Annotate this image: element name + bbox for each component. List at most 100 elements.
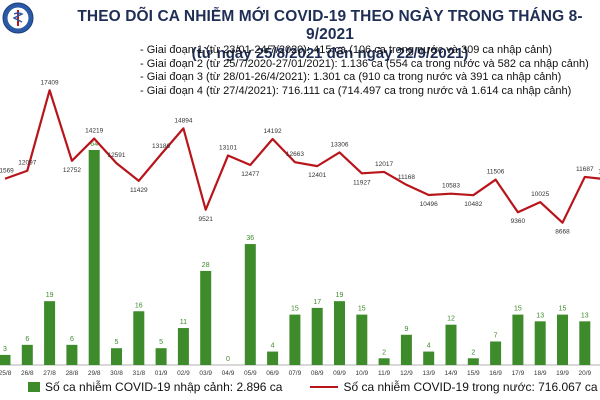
- legend-line-swatch: [310, 386, 339, 388]
- phase-note-2: - Giai đoạn 2 (từ 25/7/2020-27/01/2021):…: [140, 57, 589, 70]
- bar-05/9: [244, 244, 256, 365]
- phase-note-4: - Giai đoạn 4 (từ 27/4/2021): 716.111 ca…: [140, 84, 572, 97]
- x-tick-label: 04/9: [222, 370, 235, 377]
- legend-bar-swatch: [28, 382, 40, 392]
- line-value-label: 11429: [130, 187, 148, 194]
- bar-value-label: 15: [559, 306, 567, 313]
- bar-03/9: [200, 270, 212, 365]
- x-tick-label: 03/9: [199, 370, 212, 377]
- line-value-label: 10496: [420, 201, 438, 208]
- phase-note-1: - Giai đoạn 1 (từ 23/01-24/7/2020): 415 …: [140, 44, 553, 56]
- x-tick-label: 13/9: [422, 370, 435, 377]
- line-value-label: 11687: [576, 166, 594, 173]
- line-value-label: 17409: [41, 79, 59, 86]
- bar-value-label: 5: [115, 339, 119, 346]
- bar-25/8: [0, 354, 11, 365]
- bar-26/8: [21, 344, 33, 365]
- bar-value-label: 13: [536, 312, 544, 319]
- line-value-label: 9360: [511, 218, 526, 225]
- x-tick-label: 01/9: [155, 370, 168, 377]
- title-block: THEO DÕI CA NHIỄM MỚI COVID-19 THEO NGÀY…: [60, 8, 600, 62]
- line-value-label: 11168: [398, 174, 415, 181]
- line-value-label: 12017: [375, 161, 393, 168]
- line-value-label: 10482: [464, 201, 482, 208]
- chart-subtitle: (từ ngày 25/8/2021 đến ngày 22/9/2021): [191, 45, 469, 62]
- bar-12/9: [400, 334, 412, 365]
- phase-notes: - Giai đoạn 1 (từ 23/01-24/7/2020): 415 …: [140, 44, 589, 98]
- bar-11/9: [378, 358, 390, 365]
- x-tick-label: 08/9: [311, 370, 324, 377]
- x-tick-label: 15/9: [467, 370, 480, 377]
- bar-13/9: [423, 351, 435, 365]
- bar-value-label: 15: [291, 306, 299, 313]
- bar-value-label: 12: [447, 316, 455, 323]
- bar-value-label: 19: [46, 292, 54, 299]
- chart-title: THEO DÕI CA NHIỄM MỚI COVID-19 THEO NGÀY…: [77, 8, 583, 43]
- bar-value-label: 11: [180, 319, 187, 326]
- bar-value-label: 6: [25, 336, 29, 343]
- bar-06/9: [267, 351, 279, 365]
- x-tick-label: 10/9: [355, 370, 368, 377]
- x-tick-label: 26/8: [21, 370, 34, 377]
- x-tick-label: 11/9: [378, 370, 391, 377]
- phase-note-3: - Giai đoạn 3 (từ 28/01-26/4/2021): 1.30…: [140, 71, 562, 84]
- x-tick-label: 27/8: [43, 370, 56, 377]
- bar-value-label: 64: [90, 141, 98, 148]
- x-tick-label: 09/9: [333, 370, 346, 377]
- x-tick-label: 16/9: [489, 370, 502, 377]
- bar-value-label: 2: [471, 349, 475, 356]
- bar-value-label: 3: [3, 346, 7, 353]
- bar-value-label: 0: [226, 356, 230, 363]
- line-value-label: 12591: [107, 152, 125, 159]
- line-value-label: 12401: [308, 172, 326, 179]
- x-tick-label: 14/9: [445, 370, 458, 377]
- chart-legend: Số ca nhiễm COVID-19 nhập cảnh: 2.896 ca…: [28, 380, 598, 394]
- bar-17/9: [512, 314, 524, 365]
- bar-value-label: 2: [382, 349, 386, 356]
- line-value-label: 13101: [219, 145, 237, 152]
- line-value-label: 13306: [330, 141, 348, 148]
- x-tick-label: 31/8: [132, 370, 145, 377]
- bar-02/9: [177, 328, 189, 365]
- bar-15/9: [467, 358, 479, 365]
- bar-01/9: [155, 348, 167, 365]
- bar-value-label: 4: [271, 343, 275, 350]
- x-tick-label: 20/9: [578, 370, 591, 377]
- x-tick-label: 17/9: [512, 370, 525, 377]
- line-value-label: 12097: [18, 160, 36, 167]
- bar-30/8: [111, 348, 122, 365]
- line-value-label: 10025: [531, 191, 549, 198]
- bar-28/8: [66, 344, 78, 365]
- line-value-label: 11525: [598, 168, 600, 175]
- bar-07/9: [289, 314, 301, 365]
- bar-20/9: [579, 321, 591, 365]
- bar-10/9: [356, 314, 368, 365]
- x-tick-label: 18/9: [534, 370, 547, 377]
- line-value-label: 14192: [264, 128, 282, 135]
- bar-value-label: 7: [494, 332, 498, 339]
- line-value-label: 9521: [198, 216, 213, 223]
- x-tick-label: 19/9: [556, 370, 569, 377]
- line-value-label: 12752: [63, 167, 81, 174]
- legend-bar-label: Số ca nhiễm COVID-19 nhập cảnh: 2.896 ca: [45, 380, 283, 394]
- line-value-label: 12477: [241, 171, 259, 178]
- bar-18/9: [534, 321, 546, 365]
- x-tick-label: 28/8: [66, 370, 79, 377]
- bar-value-label: 15: [358, 306, 366, 313]
- bar-value-label: 15: [514, 306, 522, 313]
- bar-value-label: 5: [159, 339, 163, 346]
- x-tick-label: 02/9: [177, 370, 190, 377]
- bar-08/9: [311, 307, 323, 365]
- bar-29/8: [88, 150, 100, 365]
- legend-line-label: Số ca nhiễm COVID-19 trong nước: 716.067…: [343, 380, 598, 394]
- line-value-label: 12663: [286, 151, 304, 158]
- x-tick-label: 07/9: [289, 370, 302, 377]
- x-tick-label: 30/8: [110, 370, 123, 377]
- line-value-label: 13186: [152, 143, 170, 150]
- bar-27/8: [44, 301, 56, 365]
- bar-value-label: 19: [336, 292, 344, 299]
- bar-14/9: [445, 324, 457, 365]
- bar-19/9: [557, 314, 568, 365]
- line-value-label: 11569: [0, 168, 14, 175]
